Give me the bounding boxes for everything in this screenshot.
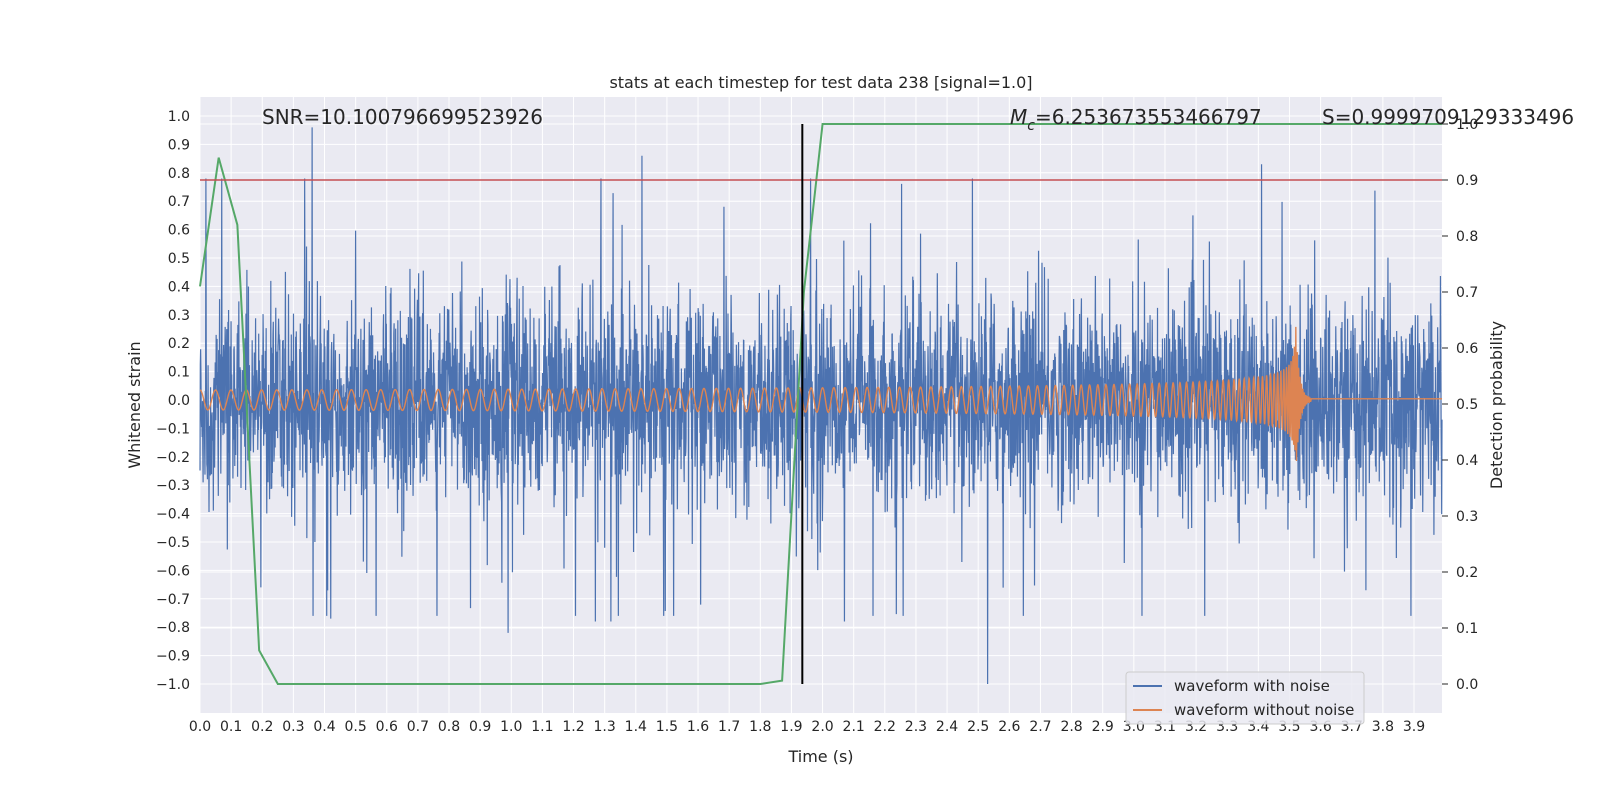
y-axis-label-right: Detection probability [1487, 321, 1506, 489]
legend-label-noise: waveform with noise [1174, 677, 1330, 695]
y-tick-label-left: 0.9 [168, 137, 190, 153]
x-tick-label: 0.0 [189, 719, 211, 735]
x-tick-label: 0.5 [345, 719, 367, 735]
y-tick-label-left: 1.0 [168, 109, 190, 125]
y-tick-label-left: 0.8 [168, 166, 190, 182]
x-tick-label: 3.9 [1403, 719, 1425, 735]
x-tick-label: 2.0 [811, 719, 833, 735]
x-tick-label: 1.9 [780, 719, 802, 735]
x-tick-label: 2.8 [1060, 719, 1082, 735]
y-axis-label-left: Whitened strain [125, 341, 144, 468]
y-tick-label-right: 0.1 [1456, 621, 1478, 637]
y-tick-label-left: −1.0 [156, 677, 190, 693]
y-tick-label-left: −0.5 [156, 535, 190, 551]
y-tick-label-left: 0.1 [168, 365, 190, 381]
x-tick-label: 1.1 [531, 719, 553, 735]
y-tick-label-left: −0.4 [156, 507, 190, 523]
series-waveform-with-noise [199, 127, 1443, 685]
mc-annotation: Mc=6.253673553466797 [1010, 105, 1262, 134]
x-tick-label: 1.4 [625, 719, 647, 735]
y-tick-label-right: 0.8 [1456, 229, 1478, 245]
x-tick-label: 2.7 [1029, 719, 1051, 735]
x-tick-label: 1.2 [562, 719, 584, 735]
y-tick-label-left: −0.3 [156, 478, 190, 494]
legend-label-clean: waveform without noise [1174, 701, 1354, 719]
x-tick-label: 1.6 [687, 719, 709, 735]
x-tick-label: 2.5 [967, 719, 989, 735]
y-tick-label-left: 0.2 [168, 336, 190, 352]
mc-symbol: M [1010, 105, 1027, 129]
x-tick-label: 1.5 [656, 719, 678, 735]
y-tick-label-left: 0.7 [168, 194, 190, 210]
mc-subscript: c [1027, 118, 1035, 134]
x-tick-label: 1.3 [594, 719, 616, 735]
y-tick-label-left: 0.6 [168, 223, 190, 239]
x-tick-label: 0.2 [251, 719, 273, 735]
x-tick-label: 0.7 [407, 719, 429, 735]
x-tick-label: 0.8 [438, 719, 460, 735]
y-tick-label-left: −0.6 [156, 563, 190, 579]
y-tick-label-left: −0.2 [156, 450, 190, 466]
y-tick-label-right: 0.0 [1456, 677, 1478, 693]
y-tick-label-left: −0.9 [156, 649, 190, 665]
y-tick-label-left: 0.3 [168, 308, 190, 324]
y-tick-label-left: −0.7 [156, 592, 190, 608]
mc-value: =6.253673553466797 [1035, 105, 1262, 129]
y-tick-label-right: 0.3 [1456, 509, 1478, 525]
y-tick-label-left: −0.1 [156, 421, 190, 437]
x-tick-label: 0.3 [282, 719, 304, 735]
snr-annotation: SNR=10.100796699523926 [262, 105, 543, 129]
x-tick-label: 2.6 [998, 719, 1020, 735]
x-tick-label: 0.1 [220, 719, 242, 735]
series-layer [199, 123, 1443, 685]
y-tick-label-right: 0.5 [1456, 397, 1478, 413]
y-tick-label-right: 0.9 [1456, 173, 1478, 189]
x-tick-label: 2.2 [874, 719, 896, 735]
x-tick-label: 0.6 [376, 719, 398, 735]
series-waveform-without-noise [199, 326, 1442, 462]
y-tick-label-right: 0.6 [1456, 341, 1478, 357]
x-tick-label: 1.8 [749, 719, 771, 735]
legend-box [1125, 671, 1365, 725]
y-tick-labels-left: 1.0 0.9 0.8 0.7 0.6 0.5 0.4 0.3 0.2 0.1 0.0 −0.1 −0.… [156, 109, 190, 693]
chart-title: stats at each timestep for test data 238… [609, 73, 1032, 92]
x-tick-label: 2.3 [905, 719, 927, 735]
y-tick-label-right: 0.4 [1456, 453, 1478, 469]
x-tick-label: 2.4 [936, 719, 958, 735]
series-detection-probability [199, 123, 1442, 685]
x-tick-label: 0.4 [313, 719, 335, 735]
legend: waveform with noise waveform without noi… [1125, 671, 1365, 725]
y-tick-labels-right: 1.0 0.9 0.8 0.7 0.6 0.5 0.4 0.3 0.2 0.1 0.0 [1442, 117, 1478, 693]
x-tick-label: 2.9 [1092, 719, 1114, 735]
x-tick-label: 2.1 [843, 719, 865, 735]
x-axis-label: Time (s) [787, 747, 853, 766]
y-tick-label-right: 0.2 [1456, 565, 1478, 581]
x-tick-label: 0.9 [469, 719, 491, 735]
x-tick-label: 1.7 [718, 719, 740, 735]
s-annotation: S=0.9999709129333496 [1322, 105, 1574, 129]
y-tick-label-left: 0.4 [168, 279, 190, 295]
y-tick-label-left: −0.8 [156, 620, 190, 636]
y-tick-label-left: 0.5 [168, 251, 190, 267]
y-tick-label-left: 0.0 [168, 393, 190, 409]
y-tick-label-right: 1.0 [1456, 117, 1478, 133]
x-tick-label: 3.8 [1372, 719, 1394, 735]
y-tick-label-right: 0.7 [1456, 285, 1478, 301]
x-tick-label: 1.0 [500, 719, 522, 735]
